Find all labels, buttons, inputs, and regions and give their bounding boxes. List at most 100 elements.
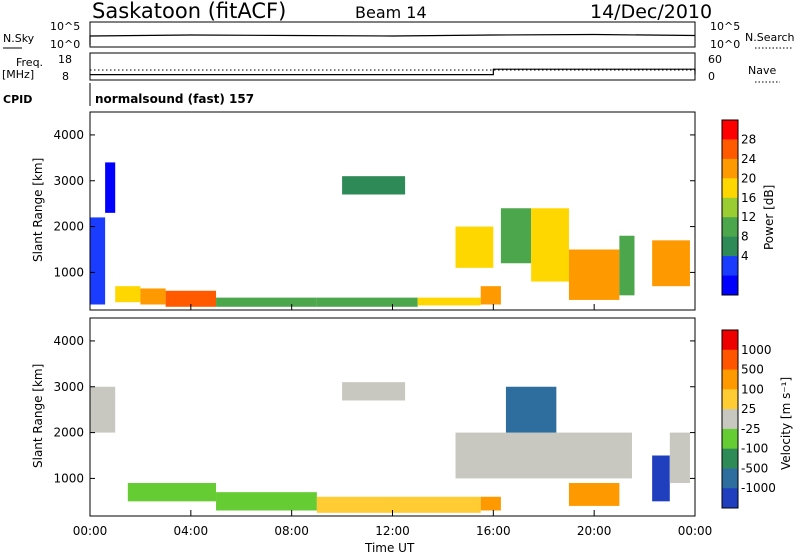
cpid-mode: normalsound (fast) 157 [95, 92, 254, 106]
power-colorbar-tick: 16 [741, 191, 756, 205]
power-colorbar-tick: 4 [741, 249, 749, 263]
velocity-colorbar-tick: 100 [741, 382, 764, 396]
power-ytick-label: 4000 [53, 128, 84, 142]
noise-sky-line [89, 33, 696, 45]
power-cell [619, 235, 635, 296]
date-title: 14/Dec/2010 [590, 1, 712, 23]
power-colorbar-tick: 28 [741, 132, 756, 146]
power-colorbar-segment [722, 217, 738, 238]
noise-right-tick-bottom: 10^0 [710, 38, 740, 51]
power-cell [165, 290, 217, 307]
noise-right-label: N.Search [745, 31, 795, 44]
velocity-colorbar-segment [722, 330, 738, 351]
noise-panel-frame [89, 21, 696, 48]
velocity-colorbar-label: Velocity [m s⁻¹] [779, 377, 793, 470]
power-colorbar-segment [722, 120, 738, 140]
velocity-cell [455, 432, 632, 479]
freq-panel-frame [89, 52, 696, 81]
noise-left-tick-bottom: 10^0 [50, 38, 80, 51]
station-title: Saskatoon (fitACF) [92, 0, 286, 23]
power-heatmap [90, 162, 690, 307]
velocity-cell [342, 382, 406, 401]
x-tick-label: 16:00 [476, 524, 511, 538]
power-cell [90, 217, 106, 305]
power-ytick-label: 1000 [53, 265, 84, 279]
power-cell [480, 286, 501, 305]
noise-left-tick-top: 10^5 [50, 20, 80, 33]
x-tick-label: 00:00 [73, 524, 108, 538]
x-tick-label: 20:00 [577, 524, 612, 538]
power-colorbar-segment [722, 178, 738, 199]
velocity-colorbar-segment [722, 389, 738, 410]
velocity-colorbar-tick: -25 [741, 422, 761, 436]
power-cell [115, 286, 141, 303]
power-colorbar-tick: 20 [741, 171, 756, 185]
power-ytick-label: 3000 [53, 174, 84, 188]
freq-left-tick-top: 18 [58, 53, 72, 66]
velocity-colorbar-segment [722, 409, 738, 430]
velocity-colorbar-tick: -500 [741, 461, 768, 475]
velocity-cell [480, 496, 501, 511]
velocity-cell [505, 386, 557, 433]
velocity-ytick-label: 3000 [53, 380, 84, 394]
velocity-cell [316, 496, 481, 513]
velocity-colorbar-tick: -100 [741, 442, 768, 456]
velocity-ytick-label: 4000 [53, 334, 84, 348]
power-ytick-label: 2000 [53, 220, 84, 234]
freq-left-tick-bottom: 8 [62, 70, 69, 83]
power-colorbar-tick: 8 [741, 230, 749, 244]
power-cell [417, 297, 481, 306]
velocity-colorbar-segment [722, 428, 738, 450]
x-tick-label: 08:00 [274, 524, 309, 538]
velocity-cell [669, 432, 690, 483]
freq-right-tick-top: 60 [708, 53, 722, 66]
velocity-cell [652, 455, 670, 502]
beam-title: Beam 14 [355, 3, 427, 22]
power-cell [342, 176, 406, 195]
power-colorbar-segment [722, 275, 738, 296]
power-ylabel: Slant Range [km] [31, 158, 45, 262]
x-tick-label: 00:00 [678, 524, 713, 538]
power-colorbar-segment [722, 236, 738, 257]
power-cell [216, 297, 317, 307]
noise-right-tick-top: 10^5 [710, 20, 740, 33]
velocity-cell [127, 483, 217, 502]
velocity-colorbar-segment [722, 448, 738, 469]
velocity-cell [90, 386, 116, 433]
power-cell [568, 249, 620, 300]
velocity-ytick-label: 1000 [53, 471, 84, 485]
power-cell [531, 208, 569, 282]
power-colorbar-segment [722, 158, 738, 179]
velocity-colorbar-frame [721, 329, 739, 509]
power-cell [140, 288, 166, 305]
power-cell [652, 240, 690, 287]
x-tick-label: 12:00 [375, 524, 410, 538]
power-cell [455, 226, 494, 268]
freq-left-label-2: [MHz] [2, 68, 34, 81]
velocity-heatmap [90, 382, 690, 513]
power-colorbar-segment [722, 256, 738, 277]
x-tick-label: 04:00 [174, 524, 209, 538]
x-axis-label: Time UT [364, 541, 415, 554]
power-colorbar-tick: 24 [741, 152, 756, 166]
velocity-colorbar-tick: 500 [741, 363, 764, 377]
velocity-colorbar-segment [722, 369, 738, 390]
velocity-ylabel: Slant Range [km] [31, 364, 45, 468]
velocity-colorbar-tick: -1000 [741, 481, 776, 495]
velocity-cell [216, 492, 317, 511]
freq-left-label-1: Freq. [16, 56, 43, 69]
velocity-colorbar-segment [722, 349, 738, 371]
velocity-cell [568, 483, 620, 506]
power-cell [316, 297, 418, 307]
freq-right-label: Nave [748, 64, 776, 77]
power-cell [500, 208, 532, 264]
velocity-ytick-label: 2000 [53, 426, 84, 440]
power-colorbar-segment [722, 197, 738, 218]
power-colorbar-segment [722, 139, 738, 160]
cpid-label: CPID [3, 93, 32, 106]
power-colorbar-frame [721, 119, 739, 296]
velocity-colorbar-tick: 1000 [741, 343, 772, 357]
power-colorbar-tick: 12 [741, 210, 756, 224]
power-cell [105, 162, 116, 213]
